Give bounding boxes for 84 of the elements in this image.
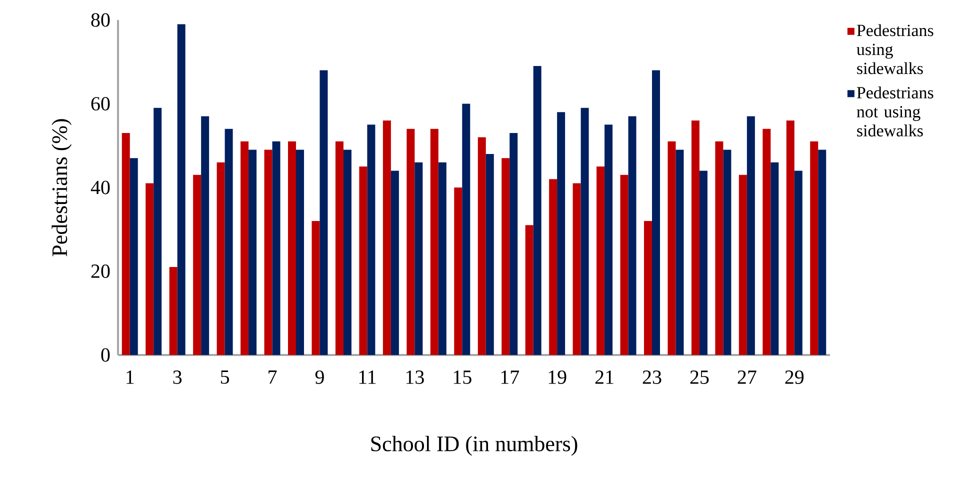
bar	[652, 70, 660, 355]
bar	[510, 133, 518, 355]
bar	[240, 141, 249, 355]
x-tick-label: 23	[642, 370, 662, 384]
x-tick-label: 27	[738, 370, 756, 384]
x-tick-label: 29	[785, 370, 804, 384]
bar	[644, 220, 652, 355]
y-tick-label: 40	[90, 180, 110, 194]
bar	[810, 141, 818, 355]
legend-label: Pedestrians not using sidewalks	[856, 86, 934, 136]
bar	[335, 141, 344, 355]
bar	[146, 183, 154, 355]
bar	[201, 116, 210, 355]
bar	[390, 170, 399, 355]
x-tick-label: 5	[220, 370, 230, 384]
bar	[676, 150, 684, 355]
bar	[169, 267, 178, 355]
bar	[572, 183, 581, 355]
bar	[580, 108, 589, 355]
bar	[130, 158, 138, 355]
bar	[770, 162, 779, 355]
bar	[525, 225, 534, 355]
x-tick-label: 3	[173, 370, 182, 384]
bar	[786, 120, 794, 355]
bar	[478, 137, 486, 355]
bar	[486, 154, 494, 355]
bar	[264, 150, 272, 355]
bar	[762, 128, 771, 355]
bar	[216, 162, 225, 355]
bar	[699, 170, 708, 355]
bar	[320, 70, 328, 355]
bar	[715, 141, 724, 355]
bar	[596, 166, 605, 355]
bar	[359, 166, 368, 355]
y-tick-label: 0	[101, 348, 110, 362]
bar	[414, 162, 423, 355]
bar	[746, 116, 755, 355]
bar	[723, 150, 732, 355]
x-tick-label: 13	[406, 370, 424, 384]
bar	[502, 158, 510, 355]
bar	[549, 179, 558, 355]
bar	[438, 162, 446, 355]
bar	[454, 187, 462, 355]
bar	[462, 104, 470, 355]
x-tick-label: 7	[268, 370, 277, 384]
bar	[154, 108, 162, 355]
y-tick-label: 60	[91, 97, 110, 110]
x-axis-title: School ID (in numbers)	[371, 436, 578, 456]
bar	[818, 150, 826, 355]
bar	[691, 120, 700, 355]
bar	[296, 150, 304, 355]
bar	[272, 141, 280, 355]
x-tick-label: 9	[315, 370, 324, 384]
bar	[343, 150, 352, 355]
bar	[738, 174, 747, 355]
bar	[628, 116, 636, 355]
bar	[367, 124, 376, 355]
x-tick-label: 25	[690, 370, 709, 384]
bar	[122, 133, 130, 355]
bar	[193, 174, 202, 355]
bar	[430, 128, 438, 355]
bar	[557, 112, 566, 355]
x-tick-label: 11	[359, 370, 376, 384]
y-tick-label: 20	[91, 264, 110, 278]
bar	[533, 66, 542, 355]
x-tick-label: 19	[548, 370, 566, 384]
bar	[794, 170, 802, 355]
bar	[312, 220, 320, 355]
bar	[604, 124, 613, 355]
y-axis-title: Pedestrians (%)	[52, 119, 72, 256]
legend-label: Pedestrians using sidewalks	[856, 24, 934, 74]
x-tick-label: 1	[126, 370, 134, 384]
bar	[382, 120, 391, 355]
x-tick-label: 21	[595, 370, 614, 384]
bar	[224, 128, 233, 355]
bar	[177, 24, 186, 355]
x-tick-label: 17	[501, 370, 520, 384]
x-tick-label: 15	[454, 370, 472, 384]
bar	[620, 174, 628, 355]
bar	[406, 128, 415, 355]
bar	[668, 141, 676, 355]
bar	[248, 150, 257, 355]
y-tick-label: 80	[91, 13, 110, 27]
bar	[288, 141, 296, 355]
